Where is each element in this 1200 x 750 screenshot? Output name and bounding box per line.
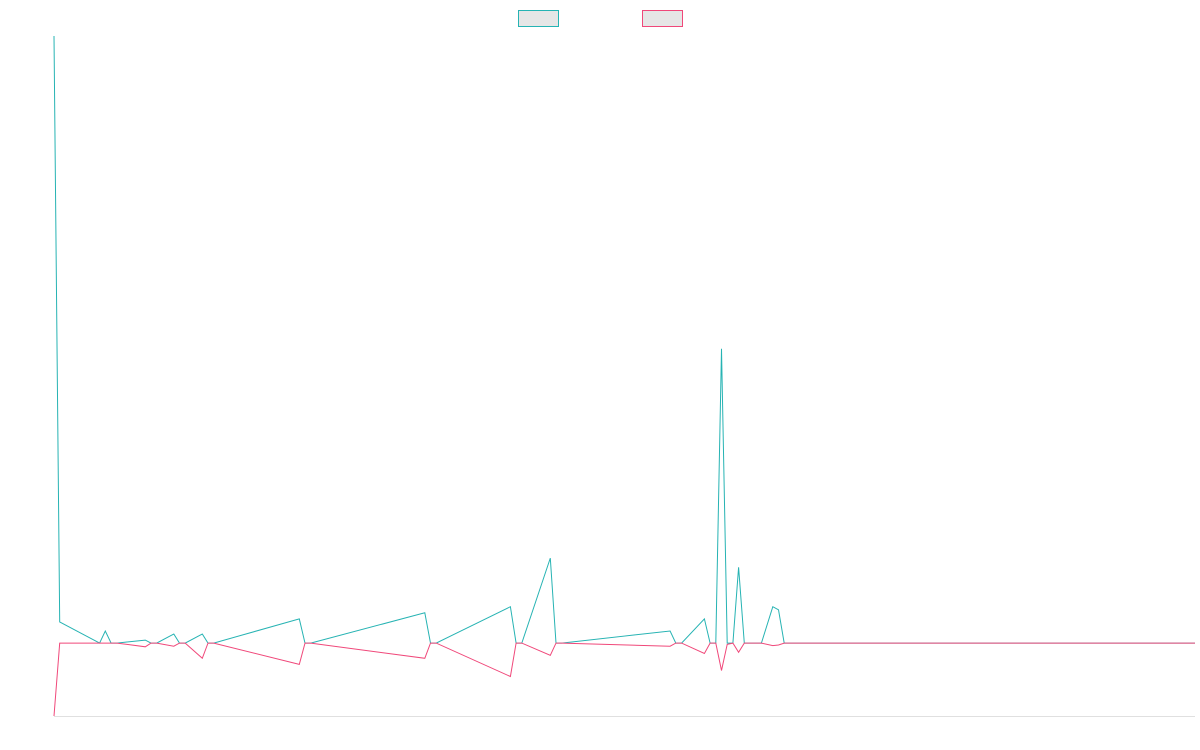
- series-group: [53, 35, 1195, 717]
- series-line-1: [53, 35, 1195, 644]
- legend-swatch-1[interactable]: [518, 10, 559, 27]
- legend[interactable]: [518, 10, 683, 27]
- series-line-2: [53, 642, 1195, 717]
- legend-swatch-2[interactable]: [642, 10, 683, 27]
